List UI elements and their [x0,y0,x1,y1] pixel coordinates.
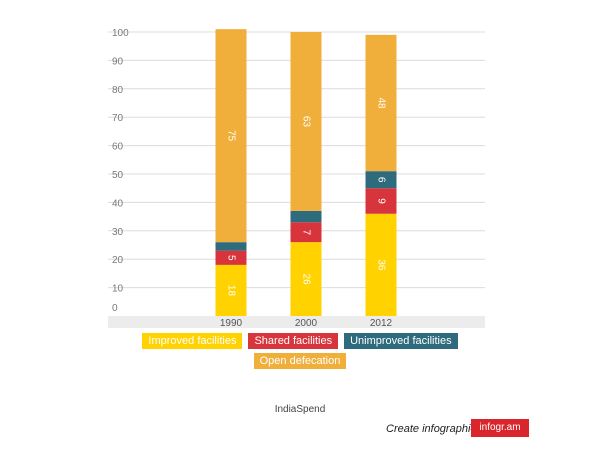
y-tick-label: 40 [112,198,124,209]
bar-segment [215,264,247,316]
legend-unimproved-facilities[interactable]: Unimproved facilities [344,333,458,349]
bar-value-label: 63 [300,116,311,128]
create-infographics-link[interactable]: Create infographics [386,423,482,435]
bar-value-label: 48 [375,97,386,109]
bar-segment [290,242,322,316]
infogram-brand-badge[interactable]: infogr.am [471,419,529,437]
bar-segment [215,29,247,243]
bar-segment [290,210,322,223]
y-tick-label: 10 [112,284,124,295]
source-label: IndiaSpend [274,404,326,415]
legend-improved-facilities[interactable]: Improved facilities [142,333,243,349]
y-tick-label: 0 [112,303,118,314]
bar-value-label: 26 [300,274,311,286]
bar-segment [365,171,397,189]
legend: Improved facilities Shared facilities Un… [0,333,600,373]
bar-segment [365,213,397,316]
x-category-label: 2000 [295,318,318,329]
y-tick-label: 60 [112,142,124,153]
y-tick-label: 70 [112,113,124,124]
y-tick-label: 80 [112,85,124,96]
x-axis-band [108,316,485,328]
y-tick-label: 50 [112,170,124,181]
bar-segment [290,222,322,243]
legend-row-1: Improved facilities Shared facilities Un… [0,333,600,349]
bar-value-label: 18 [225,285,236,297]
y-tick-label: 100 [112,28,129,39]
bar-segment [365,34,397,172]
x-category-label: 2012 [370,318,393,329]
bar-value-label: 5 [225,255,236,261]
bar-segment [215,242,247,251]
y-tick-label: 20 [112,255,124,266]
x-category-label: 1990 [220,318,243,329]
y-tick-label: 30 [112,227,124,238]
bar-value-label: 36 [375,259,386,271]
legend-row-2: Open defecation [0,353,600,369]
bar-value-label: 75 [225,130,236,142]
bar-value-label: 9 [375,198,386,204]
bar-chart: 0 10 20 30 40 50 60 70 80 90 100 18 5 75 1990 26 7 63 2000… [108,28,485,329]
bar-segment [290,32,322,211]
bar-segment [215,250,247,265]
y-tick-label: 90 [112,56,124,67]
legend-shared-facilities[interactable]: Shared facilities [248,333,339,349]
bar-value-label: 7 [300,229,311,235]
legend-open-defecation[interactable]: Open defecation [253,353,347,369]
bar-segment [365,188,397,214]
bar-value-label: 6 [375,177,386,183]
